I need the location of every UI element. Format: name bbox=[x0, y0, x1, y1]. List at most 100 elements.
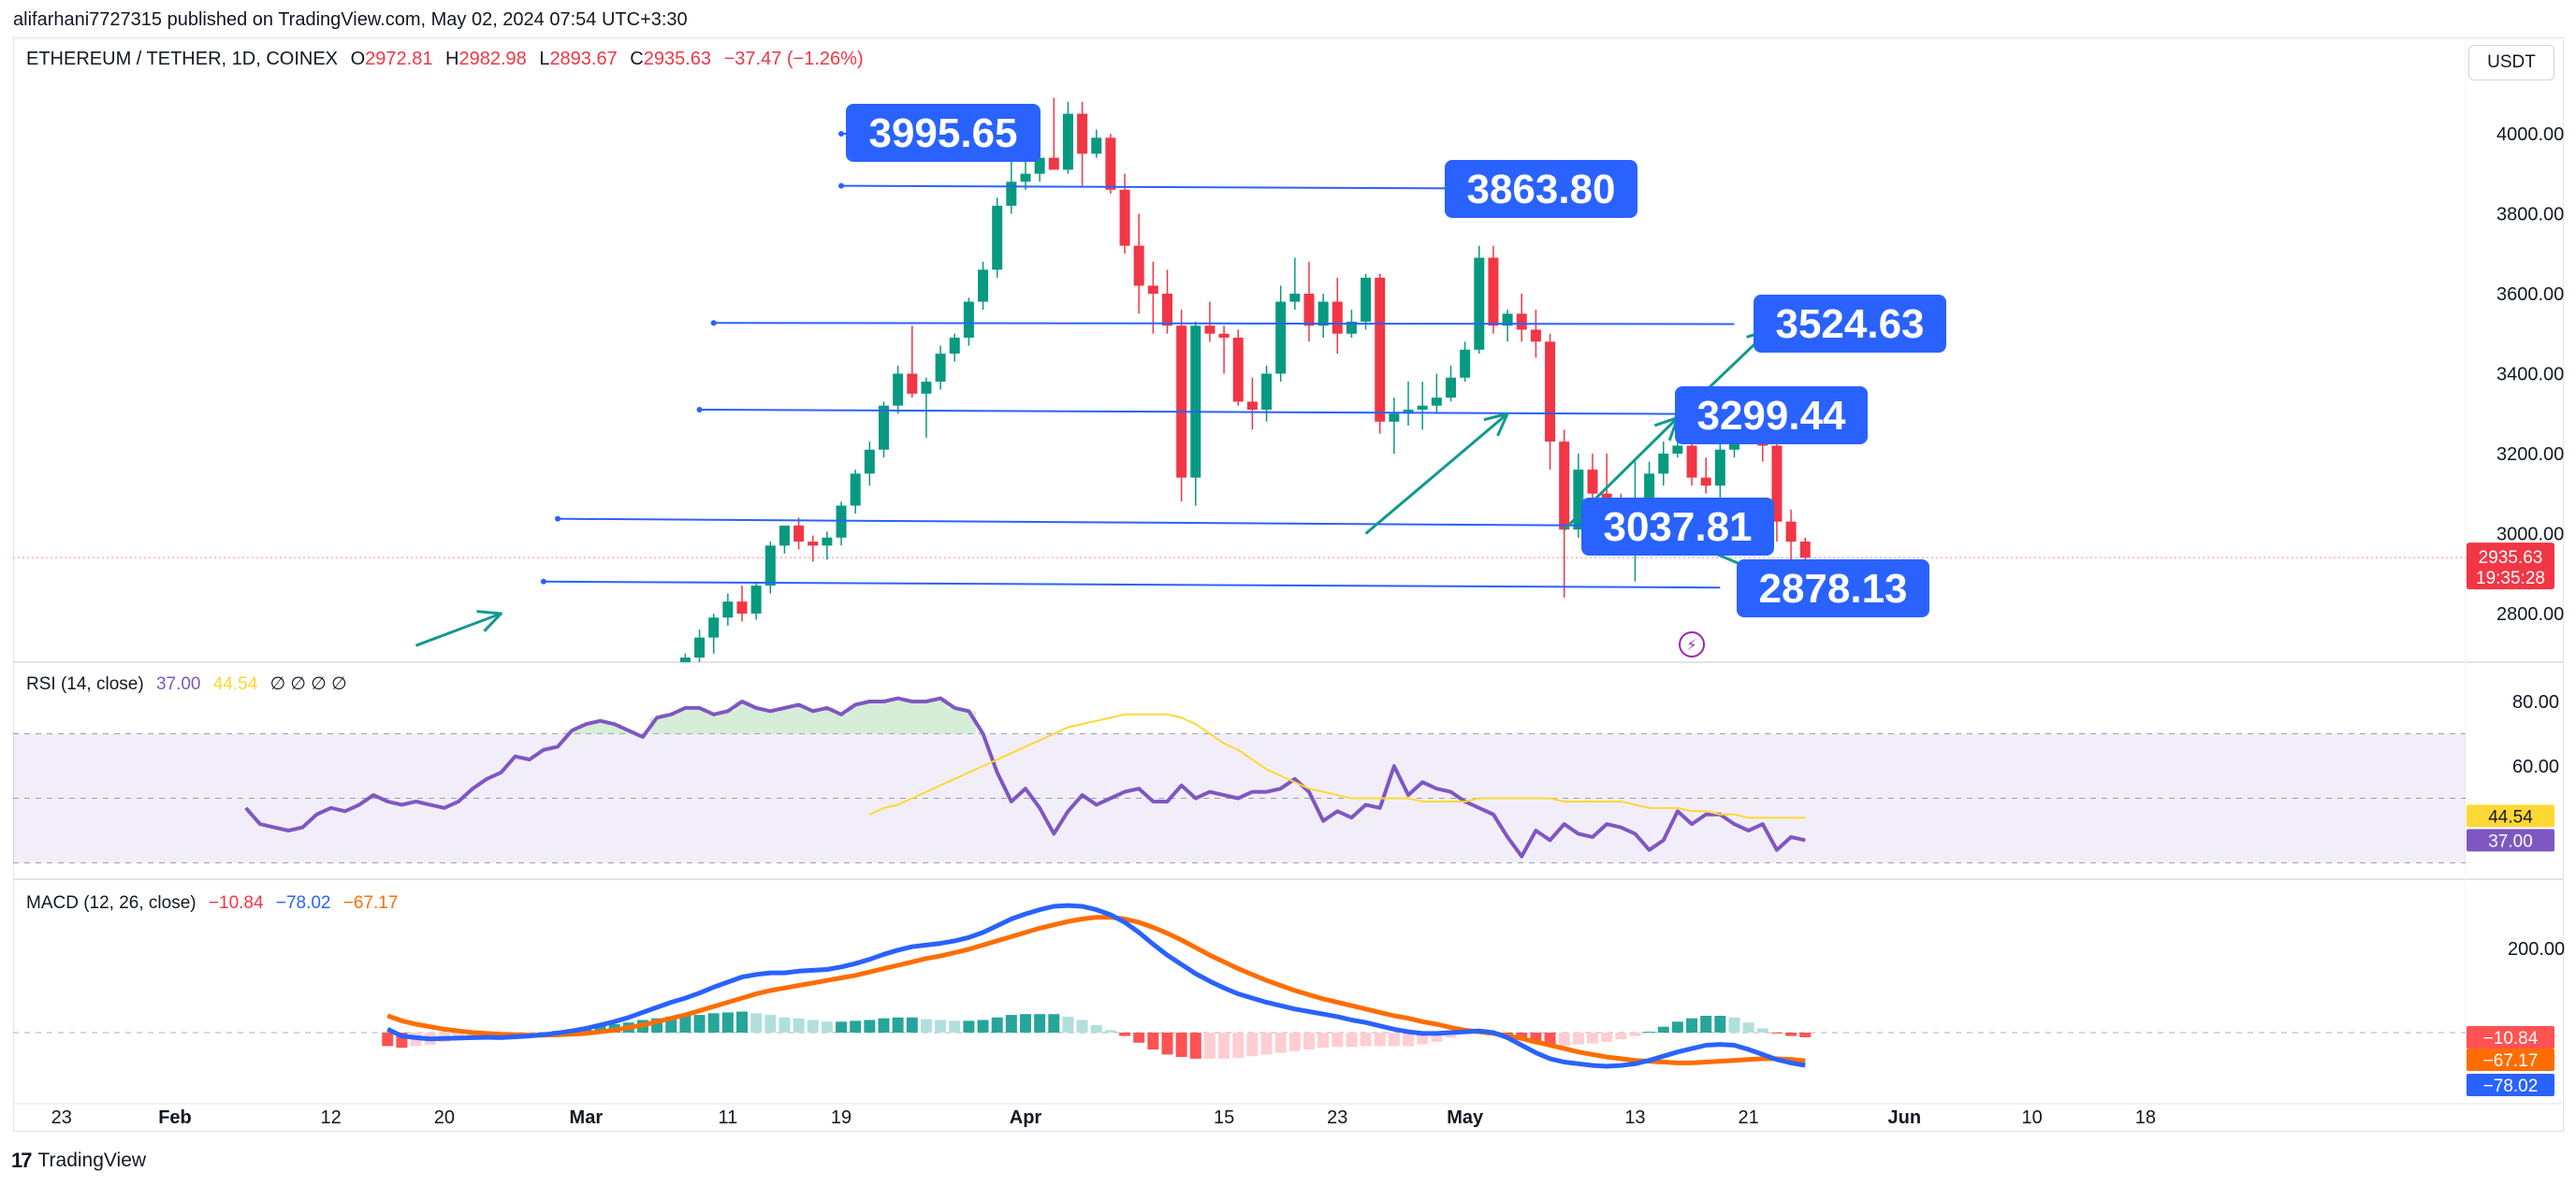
rsi-title[interactable]: RSI (14, close) bbox=[26, 674, 144, 694]
macd-signal-line bbox=[386, 915, 1806, 1065]
macd-histogram-bar bbox=[693, 1015, 706, 1033]
rsi-ma-value: 44.54 bbox=[212, 674, 258, 694]
time-tick-label: May bbox=[1447, 1107, 1484, 1128]
candle-body bbox=[1559, 441, 1570, 530]
candle bbox=[1403, 382, 1414, 427]
macd-histogram-bar bbox=[793, 1018, 805, 1033]
candle bbox=[694, 629, 706, 662]
macd-hist-value: −10.84 bbox=[208, 893, 264, 913]
candle bbox=[822, 531, 833, 560]
level-label-box[interactable]: 2878.13 bbox=[1737, 559, 1929, 617]
candle-body bbox=[1474, 257, 1485, 350]
candle bbox=[1303, 261, 1315, 342]
candle bbox=[722, 593, 734, 626]
candle-body bbox=[1658, 454, 1669, 474]
candle bbox=[1091, 129, 1102, 158]
candle-body bbox=[1119, 189, 1130, 246]
macd-value-tag-text: −78.02 bbox=[2483, 1077, 2539, 1096]
time-tick-label: 21 bbox=[1739, 1107, 1759, 1128]
macd-histogram-bar bbox=[807, 1020, 819, 1033]
level-label-bg bbox=[846, 104, 1041, 162]
macd-title[interactable]: MACD (12, 26, close) bbox=[26, 893, 196, 913]
macd-histogram-bar bbox=[1317, 1033, 1330, 1049]
macd-histogram-bar bbox=[1445, 1033, 1457, 1038]
candle-body bbox=[1218, 333, 1230, 339]
macd-histogram-bar bbox=[1133, 1033, 1145, 1043]
macd-tick-label: 200.00 bbox=[2508, 939, 2565, 960]
level-label-text: 3037.81 bbox=[1603, 504, 1752, 550]
level-anchor-dot bbox=[838, 182, 845, 189]
trend-arrow-head bbox=[476, 610, 502, 632]
time-tick-label: Jun bbox=[1888, 1107, 1922, 1128]
macd-histogram-bar bbox=[1218, 1033, 1230, 1059]
candle bbox=[1190, 321, 1201, 506]
candle-body bbox=[722, 601, 734, 618]
event-marker-icon[interactable] bbox=[1679, 631, 1706, 658]
level-label-box[interactable]: 3299.44 bbox=[1675, 386, 1868, 444]
macd-histogram-bar bbox=[1189, 1033, 1201, 1059]
macd-histogram-bar bbox=[1090, 1024, 1102, 1033]
candle bbox=[1431, 373, 1442, 414]
price-tick-label: 3600.00 bbox=[2496, 284, 2564, 305]
main-pane[interactable] bbox=[13, 97, 2466, 818]
tradingview-logo-icon: 17 bbox=[11, 1149, 33, 1172]
macd-value-tag bbox=[2467, 1074, 2554, 1096]
candle bbox=[949, 333, 960, 362]
candle-body bbox=[1006, 181, 1017, 206]
candle bbox=[1658, 441, 1669, 486]
candle bbox=[1147, 261, 1158, 334]
macd-histogram-bar bbox=[1700, 1016, 1712, 1033]
main-legend[interactable]: ETHEREUM / TETHER, 1D, COINEX O2972.81 H… bbox=[26, 49, 864, 70]
candle-body bbox=[1332, 301, 1343, 334]
macd-histogram-bar bbox=[764, 1015, 777, 1033]
macd-histogram-bar bbox=[1346, 1033, 1358, 1048]
macd-histogram-bar bbox=[1232, 1033, 1244, 1058]
candle-body bbox=[1799, 542, 1811, 558]
candle-body bbox=[1417, 405, 1428, 410]
macd-histogram-bar bbox=[878, 1018, 890, 1033]
macd-histogram-bar bbox=[1799, 1033, 1812, 1037]
macd-histogram-bar bbox=[1785, 1033, 1797, 1036]
candle-body bbox=[1587, 470, 1598, 494]
price-tick-label: 3400.00 bbox=[2496, 365, 2564, 385]
candle bbox=[978, 261, 989, 311]
rsi-legend[interactable]: RSI (14, close) 37.00 44.54 ∅ ∅ ∅ ∅ bbox=[26, 673, 347, 695]
level-label-box[interactable]: 3524.63 bbox=[1754, 295, 1946, 353]
candle bbox=[850, 470, 861, 514]
macd-histogram-bar bbox=[836, 1021, 848, 1033]
level-label-box[interactable]: 3863.80 bbox=[1445, 160, 1637, 218]
candle bbox=[992, 197, 1003, 278]
candle bbox=[1048, 97, 1059, 170]
level-anchor-dot bbox=[838, 131, 845, 137]
macd-histogram-bar bbox=[1020, 1014, 1031, 1033]
macd-histogram-bar bbox=[1076, 1020, 1088, 1033]
candle bbox=[1317, 294, 1329, 339]
macd-histogram-bar bbox=[1615, 1033, 1627, 1040]
level-label-box[interactable]: 3037.81 bbox=[1581, 498, 1774, 556]
price-tick-label: 2800.00 bbox=[2496, 604, 2564, 625]
candle bbox=[1771, 441, 1783, 542]
candle-body bbox=[1246, 401, 1258, 410]
symbol-title[interactable]: ETHEREUM / TETHER, 1D, COINEX bbox=[26, 49, 339, 69]
macd-histogram-bar bbox=[1048, 1014, 1060, 1033]
currency-button[interactable]: USDT bbox=[2468, 45, 2554, 80]
macd-histogram-bar bbox=[1303, 1033, 1315, 1049]
candle bbox=[836, 501, 847, 546]
time-tick-label: 11 bbox=[718, 1107, 737, 1128]
candle-body bbox=[1289, 294, 1301, 302]
candle bbox=[1530, 310, 1541, 358]
candle-body bbox=[963, 301, 974, 339]
macd-line-value: −78.02 bbox=[275, 893, 331, 913]
macd-histogram-bar bbox=[949, 1020, 961, 1033]
macd-histogram-bar bbox=[1062, 1016, 1074, 1033]
candle-body bbox=[808, 542, 819, 546]
candle-body bbox=[907, 373, 918, 394]
candle bbox=[679, 653, 691, 662]
macd-legend[interactable]: MACD (12, 26, close) −10.84 −78.02 −67.1… bbox=[26, 893, 398, 914]
candle bbox=[736, 586, 748, 622]
level-label-box[interactable]: 3995.65 bbox=[846, 104, 1041, 162]
macd-histogram-bar bbox=[892, 1017, 904, 1033]
trend-arrow-head bbox=[1483, 412, 1509, 437]
candle-body bbox=[679, 658, 691, 662]
